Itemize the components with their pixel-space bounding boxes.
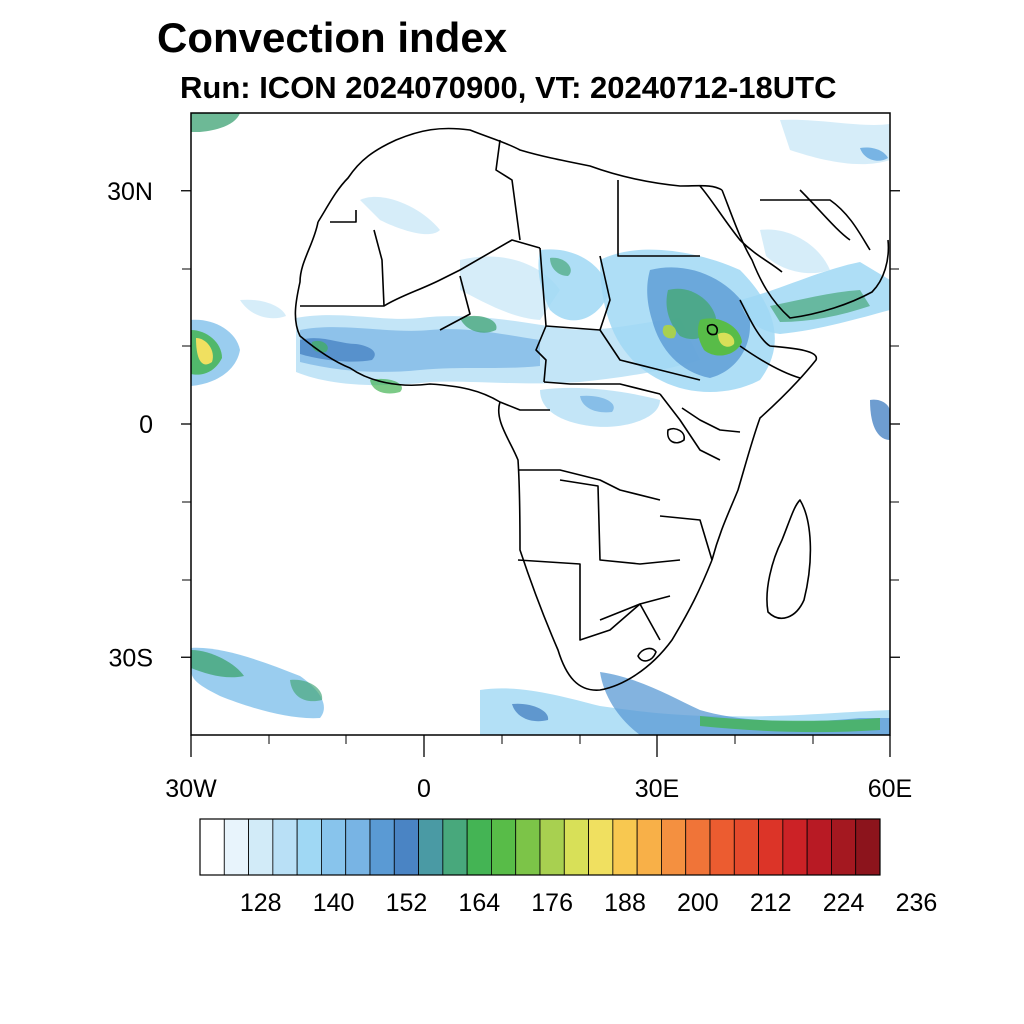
colorbar-label: 188 [604, 889, 646, 917]
lon-tick-label: 30E [635, 775, 679, 803]
colorbar-label: 200 [677, 889, 719, 917]
colorbar-swatch [588, 818, 614, 876]
colorbar-swatch [636, 818, 662, 876]
colorbar-label: 140 [313, 889, 355, 917]
convection-field [191, 113, 890, 735]
colorbar-swatch [661, 818, 687, 876]
colorbar-label: 152 [386, 889, 428, 917]
colorbar-label: 236 [896, 889, 938, 917]
country-borders [294, 127, 890, 691]
colorbar-swatch [442, 818, 468, 876]
colorbar-swatch [685, 818, 711, 876]
lon-tick-label: 30W [165, 775, 217, 803]
minor-ticks [182, 268, 899, 744]
colorbar-swatch [272, 818, 298, 876]
lon-tick-label: 60E [868, 775, 912, 803]
colorbar-swatch [515, 818, 541, 876]
colorbar-label: 128 [240, 889, 282, 917]
lat-tick-label: 30N [107, 178, 153, 206]
colorbar-label: 212 [750, 889, 792, 917]
colorbar-swatch [855, 818, 881, 876]
lat-tick-label: 0 [139, 411, 153, 439]
map-subtitle: Run: ICON 2024070900, VT: 20240712-18UTC [180, 70, 837, 105]
colorbar-swatch [248, 818, 274, 876]
colorbar-swatch [563, 818, 589, 876]
colorbar-swatch [612, 818, 638, 876]
colorbar-swatch [806, 818, 832, 876]
colorbar-swatch [345, 818, 371, 876]
colorbar-swatch [296, 818, 322, 876]
colorbar-swatch [758, 818, 784, 876]
colorbar-swatch [733, 818, 759, 876]
colorbar-swatch [782, 818, 808, 876]
colorbar-swatch [539, 818, 565, 876]
longitude-ticks: 30W 0 30E 60E [165, 735, 912, 803]
colorbar-swatch [831, 818, 857, 876]
colorbar-swatch [466, 818, 492, 876]
colorbar-label: 164 [458, 889, 500, 917]
colorbar: 128 140 152 164 176 188 200 212 224 236 [199, 818, 938, 917]
colorbar-swatch [418, 818, 444, 876]
latitude-ticks: 30N 0 30S [107, 178, 900, 672]
plot-frame [190, 112, 891, 736]
colorbar-swatch [393, 818, 419, 876]
colorbar-swatch [709, 818, 735, 876]
lon-tick-label: 0 [417, 775, 431, 803]
lat-tick-label: 30S [109, 644, 153, 672]
map-title: Convection index [157, 14, 508, 61]
colorbar-swatch [199, 818, 225, 876]
colorbar-swatch [321, 818, 347, 876]
colorbar-swatch [491, 818, 517, 876]
colorbar-frame [199, 818, 881, 876]
colorbar-label: 224 [823, 889, 865, 917]
colorbar-swatch [223, 818, 249, 876]
colorbar-label: 176 [531, 889, 573, 917]
colorbar-swatch [369, 818, 395, 876]
